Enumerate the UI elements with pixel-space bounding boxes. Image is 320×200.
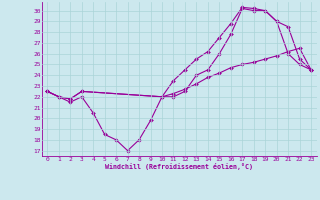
X-axis label: Windchill (Refroidissement éolien,°C): Windchill (Refroidissement éolien,°C) bbox=[105, 163, 253, 170]
